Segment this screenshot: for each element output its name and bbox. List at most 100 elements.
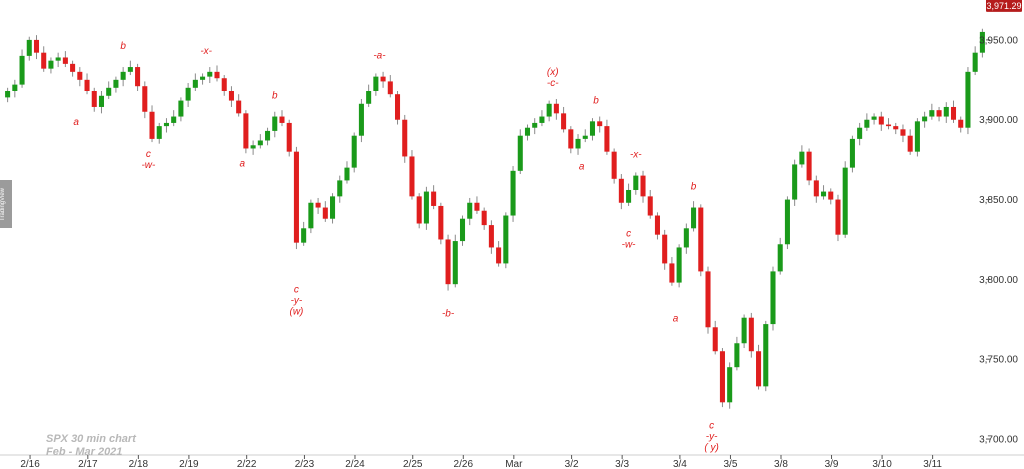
- candle-down: [91, 91, 97, 107]
- candle-up: [459, 218, 466, 242]
- x-tick-label: 3/8: [774, 459, 788, 469]
- candle-up: [366, 91, 372, 104]
- y-tick-label: 3,800.00: [979, 275, 1018, 286]
- y-tick-label: 3,750.00: [979, 355, 1018, 366]
- y-tick-label: 3,950.00: [979, 35, 1018, 46]
- candle-down: [878, 116, 884, 125]
- x-tick-label: 2/19: [179, 459, 199, 469]
- candle-down: [387, 81, 393, 95]
- candle-up: [727, 367, 733, 403]
- candle-up: [163, 122, 169, 127]
- candle-up: [257, 140, 263, 146]
- candle-up: [503, 215, 509, 264]
- tradingview-watermark: TradingView: [0, 180, 12, 228]
- wave-label: c: [294, 285, 299, 296]
- candle-up: [192, 79, 198, 88]
- candle-up: [19, 55, 25, 85]
- candle-up: [524, 127, 531, 136]
- candle-up: [799, 151, 805, 165]
- x-tick-label: 3/5: [723, 459, 737, 469]
- candle-up: [864, 119, 870, 128]
- x-tick-label: Mar: [505, 459, 523, 469]
- wave-label: ( y): [704, 442, 718, 453]
- candle-down: [431, 191, 437, 206]
- candle-up: [792, 164, 798, 200]
- candle-up: [272, 116, 278, 131]
- candle-down: [221, 78, 227, 91]
- candle-down: [70, 63, 76, 72]
- wave-label: -a-: [373, 51, 386, 62]
- candle-up: [12, 84, 18, 91]
- candle-up: [373, 76, 379, 91]
- candle-down: [380, 76, 386, 82]
- candle-up: [633, 175, 639, 190]
- wave-label: -c-: [547, 78, 559, 89]
- candle-up: [683, 228, 689, 248]
- candle-down: [806, 151, 812, 181]
- y-tick-label: 3,900.00: [979, 115, 1018, 126]
- x-tick-label: 3/3: [615, 459, 629, 469]
- wave-label: -w-: [622, 240, 637, 251]
- candle-up: [330, 196, 336, 219]
- candle-down: [719, 351, 725, 403]
- candle-up: [741, 317, 747, 344]
- candle-up: [200, 76, 206, 80]
- candle-up: [770, 271, 776, 325]
- candle-up: [734, 343, 740, 368]
- candle-down: [705, 271, 711, 328]
- x-tick-label: 2/17: [78, 459, 98, 469]
- candle-up: [532, 122, 538, 128]
- x-tick-label: 3/11: [923, 459, 942, 469]
- candle-down: [885, 124, 892, 127]
- x-tick-label: 2/18: [129, 459, 149, 469]
- candle-down: [835, 199, 841, 235]
- candle-up: [178, 100, 184, 117]
- candle-up: [871, 116, 877, 120]
- candle-up: [106, 87, 112, 96]
- chart-annotation-period: Feb - Mar 2021: [46, 446, 123, 458]
- y-tick-label: 3,850.00: [979, 195, 1018, 206]
- candle-down: [33, 39, 40, 53]
- wave-label: -y-: [706, 431, 718, 442]
- wave-label: c: [146, 149, 151, 160]
- candle-down: [611, 151, 617, 179]
- wave-label: b: [593, 95, 599, 106]
- candle-down: [907, 135, 913, 152]
- candle-down: [669, 263, 675, 283]
- candle-down: [561, 113, 567, 130]
- candle-down: [77, 71, 83, 80]
- candle-up: [423, 191, 429, 224]
- candle-up: [26, 39, 32, 56]
- candle-up: [546, 103, 552, 117]
- candle-up: [113, 79, 119, 88]
- candle-down: [481, 210, 487, 226]
- candle-down: [135, 67, 141, 87]
- candle-up: [351, 135, 357, 168]
- wave-label: (x): [547, 67, 559, 78]
- wave-label: b: [120, 41, 126, 52]
- candle-up: [626, 189, 632, 203]
- candle-down: [893, 126, 899, 130]
- wave-label: -x-: [630, 150, 642, 161]
- candle-up: [929, 110, 935, 117]
- candle-up: [943, 106, 949, 117]
- candle-up: [171, 116, 177, 123]
- wave-labels: abc-w--x-abc-y-(w)-a--b-(x)-c-abc-w--x-a…: [73, 41, 718, 453]
- candle-down: [756, 351, 762, 387]
- time-axis: 2/16 2/17 2/18 2/19 2/22 2/23 2/24 2/25 2/26 Mar 3…: [0, 454, 1024, 469]
- candle-down: [813, 180, 819, 197]
- candle-down: [647, 196, 653, 216]
- candle-down: [445, 239, 451, 285]
- last-price-label: 3,971.29: [986, 1, 1021, 11]
- candle-down: [654, 215, 660, 235]
- candle-down: [748, 317, 754, 352]
- candle-down: [698, 207, 704, 272]
- candle-down: [712, 327, 718, 352]
- candle-up: [763, 324, 769, 387]
- wave-label: a: [673, 313, 679, 324]
- candle-down: [900, 129, 906, 136]
- candle-down: [293, 151, 299, 243]
- candle-up: [979, 31, 985, 53]
- candle-up: [207, 71, 213, 77]
- candle-up: [5, 91, 11, 98]
